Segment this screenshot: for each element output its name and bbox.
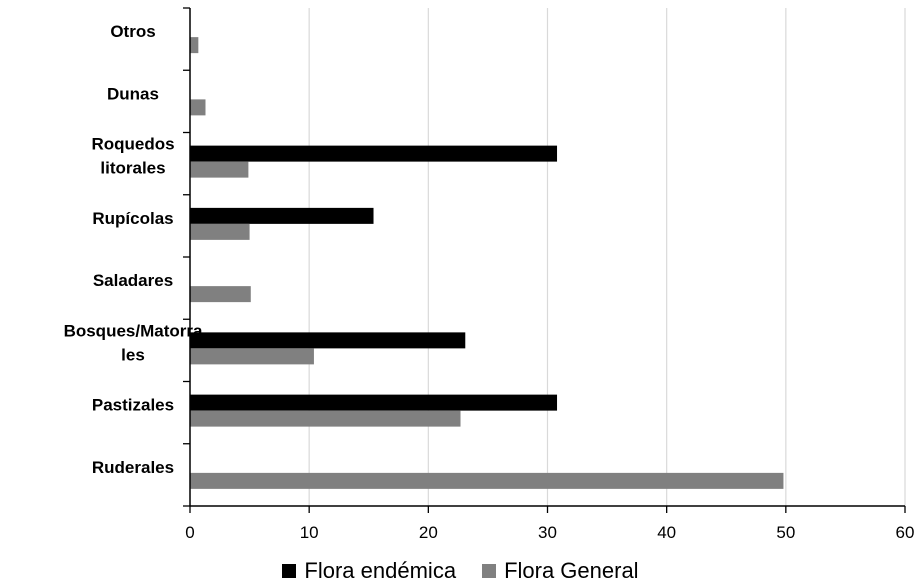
bar-flora-general: [190, 472, 784, 489]
bar-flora-general: [190, 37, 199, 54]
x-tick-label: 30: [538, 523, 557, 542]
axes: [183, 7, 906, 513]
category-label: Otros: [110, 22, 155, 41]
category-label: litorales: [100, 159, 165, 178]
category-label: Saladares: [93, 271, 173, 290]
bar-flora-general: [190, 161, 249, 178]
bar-flora-general: [190, 286, 251, 303]
legend-item-flora-endemica: Flora endémica: [282, 558, 456, 584]
bar-flora-endemica: [190, 145, 558, 162]
legend-swatch-endemica: [282, 564, 297, 578]
bar-flora-general: [190, 223, 250, 240]
bar-flora-general: [190, 410, 461, 427]
bar-flora-endemica: [190, 332, 466, 349]
bar-flora-general: [190, 99, 206, 116]
category-labels: Ruderales Pastizales Bosques/Matorra les Sal…: [64, 22, 203, 477]
x-tick-label: 50: [776, 523, 795, 542]
legend-label-general: Flora General: [504, 558, 639, 583]
x-tick-label: 0: [185, 523, 194, 542]
legend-label-endemica: Flora endémica: [304, 558, 457, 583]
category-label: Bosques/Matorra: [64, 321, 203, 340]
bar-flora-endemica: [190, 207, 374, 224]
legend-swatch-general: [482, 564, 497, 578]
x-tick-label: 60: [896, 523, 915, 542]
bar-flora-general: [190, 348, 314, 365]
category-label: Ruderales: [92, 458, 174, 477]
legend-item-flora-general: Flora General: [482, 558, 639, 584]
x-tick-labels: 0 10 20 30 40 50 60: [185, 523, 914, 542]
category-label: Rupícolas: [92, 209, 173, 228]
bars: [190, 37, 784, 489]
category-label: Roquedos: [91, 135, 174, 154]
category-label: Pastizales: [92, 396, 174, 415]
bar-chart: 0 10 20 30 40 50 60 Ruderales Pastizales Bosques…: [64, 7, 914, 542]
x-tick-label: 20: [419, 523, 438, 542]
legend: Flora endémica Flora General: [0, 556, 921, 586]
category-label: Dunas: [107, 84, 159, 103]
grid-lines: [308, 8, 906, 506]
x-tick-label: 10: [300, 523, 319, 542]
bar-flora-endemica: [190, 394, 558, 411]
x-tick-label: 40: [657, 523, 676, 542]
category-label: les: [121, 345, 145, 364]
